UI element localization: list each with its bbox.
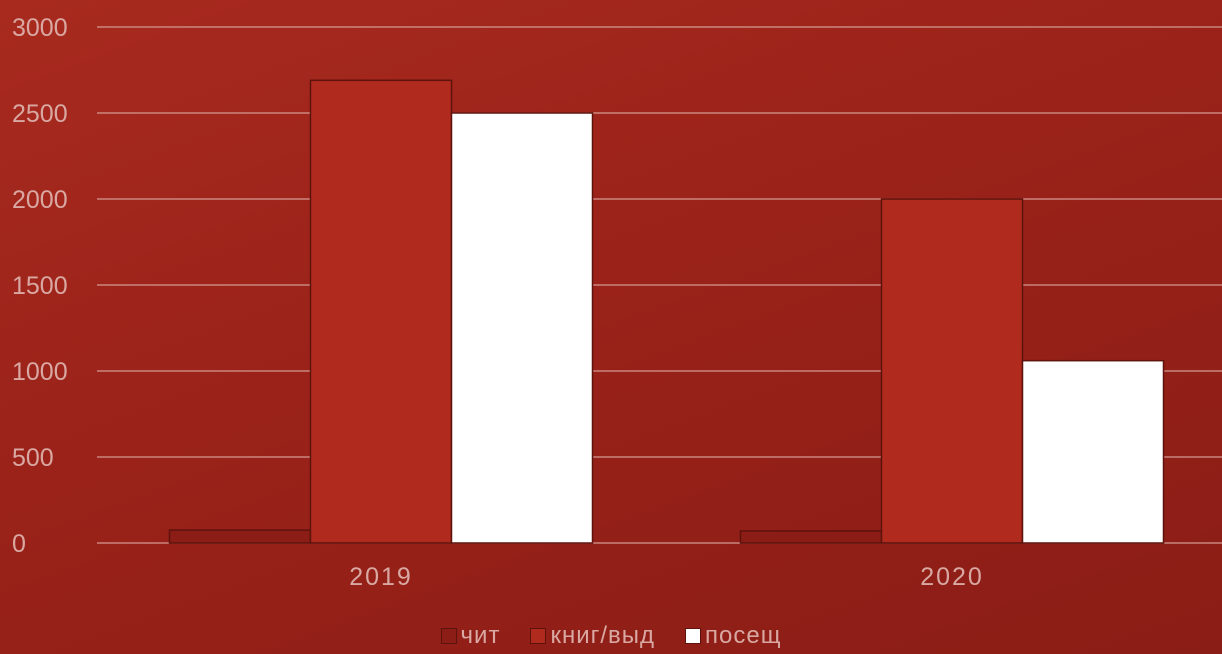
legend-label-poseshch: посещ: [705, 622, 782, 649]
legend-item-poseshch: посещ: [685, 622, 781, 650]
legend-swatch-knig-vyd: [530, 628, 547, 644]
legend: чит книг/выд посещ: [0, 622, 1222, 650]
y-tick-label-1000: 1000: [12, 358, 68, 386]
bar-2020-series-0: [739, 530, 883, 544]
bar-2019-series-0: [168, 529, 312, 544]
y-tick-label-2000: 2000: [12, 186, 68, 214]
y-tick-label-2500: 2500: [12, 100, 68, 128]
legend-swatch-chit: [440, 628, 457, 644]
y-tick-label-3000: 3000: [12, 14, 68, 42]
y-tick-label-1500: 1500: [12, 272, 68, 300]
legend-item-chit: чит: [440, 622, 501, 650]
bar-2019-series-1: [309, 79, 453, 544]
legend-swatch-poseshch: [685, 628, 702, 644]
legend-label-chit: чит: [460, 622, 501, 649]
y-tick-label-500: 500: [12, 444, 54, 472]
y-tick-label-0: 0: [12, 530, 26, 558]
legend-item-knig-vyd: книг/выд: [530, 622, 655, 650]
bar-2020-series-1: [880, 198, 1024, 544]
bar-2020-series-2: [1021, 359, 1165, 544]
legend-label-knig-vyd: книг/выд: [550, 622, 656, 649]
x-tick-label-2020: 2020: [920, 563, 984, 591]
x-tick-label-2019: 2019: [349, 563, 413, 591]
bar-2019-series-2: [450, 112, 594, 544]
